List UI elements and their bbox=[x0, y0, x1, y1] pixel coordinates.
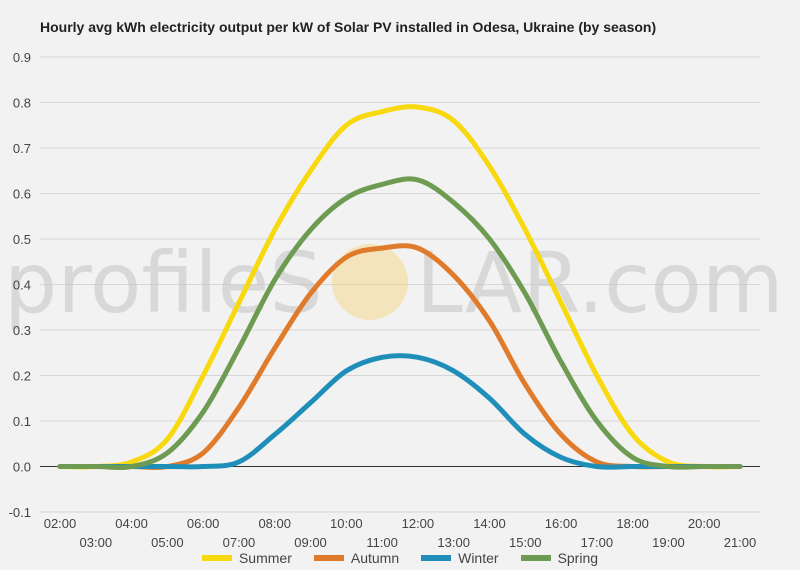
x-tick-label: 08:00 bbox=[258, 516, 291, 531]
series-line-summer bbox=[57, 104, 743, 470]
x-tick-label: 11:00 bbox=[366, 535, 398, 550]
grid-lines bbox=[40, 56, 760, 513]
y-tick-label: 0.4 bbox=[13, 278, 31, 293]
x-tick-label: 19:00 bbox=[652, 535, 685, 550]
x-tick-label: 02:00 bbox=[44, 516, 77, 531]
y-tick-label: 0.1 bbox=[13, 414, 31, 429]
legend-label: Winter bbox=[458, 550, 499, 566]
x-tick-label: 13:00 bbox=[437, 535, 470, 550]
y-tick-label: 0.8 bbox=[13, 96, 31, 111]
legend-label: Summer bbox=[238, 550, 292, 566]
x-tick-label: 03:00 bbox=[80, 535, 113, 550]
x-tick-label: 07:00 bbox=[223, 535, 256, 550]
x-tick-label: 05:00 bbox=[151, 535, 184, 550]
x-tick-label: 16:00 bbox=[545, 516, 578, 531]
x-tick-label: 14:00 bbox=[473, 516, 506, 531]
y-axis-tick-labels: -0.1 0.0 0.1 0.2 0.3 0.4 0.5 0.6 0.7 0.8 0.9 bbox=[9, 50, 31, 520]
legend-label: Autumn bbox=[350, 550, 400, 566]
x-tick-label: 10:00 bbox=[330, 516, 363, 531]
chart-title: Hourly avg kWh electricity output per kW… bbox=[40, 19, 657, 35]
series-line-spring bbox=[57, 176, 743, 471]
y-tick-label: 0.2 bbox=[13, 369, 31, 384]
legend-item-winter[interactable]: Winter bbox=[421, 550, 499, 566]
x-tick-label: 20:00 bbox=[688, 516, 721, 531]
y-tick-label: 0.9 bbox=[13, 50, 31, 65]
y-tick-label: -0.1 bbox=[9, 505, 31, 520]
y-tick-label: 0.5 bbox=[13, 232, 31, 247]
x-tick-label: 21:00 bbox=[724, 535, 757, 550]
x-tick-label: 17:00 bbox=[581, 535, 614, 550]
watermark-sun-icon bbox=[332, 244, 408, 320]
series-lines bbox=[57, 104, 743, 471]
legend-item-summer[interactable]: Summer bbox=[201, 550, 292, 566]
y-tick-label: 0.0 bbox=[13, 460, 31, 475]
watermark-suffix: LAR.com bbox=[416, 234, 784, 332]
watermark: profileS LAR.com bbox=[4, 234, 784, 332]
legend-swatch bbox=[313, 555, 344, 561]
x-tick-label: 15:00 bbox=[509, 535, 542, 550]
x-tick-label: 09:00 bbox=[294, 535, 327, 550]
y-tick-label: 0.7 bbox=[13, 141, 31, 156]
x-tick-label: 12:00 bbox=[402, 516, 435, 531]
watermark-prefix: profileS bbox=[4, 234, 323, 332]
legend-swatch bbox=[201, 555, 232, 561]
series-line-winter bbox=[57, 353, 743, 470]
legend-swatch bbox=[421, 555, 452, 561]
y-tick-label: 0.3 bbox=[13, 323, 31, 338]
legend: Summer Autumn Winter Spring bbox=[0, 549, 800, 567]
y-tick-label: 0.6 bbox=[13, 187, 31, 202]
legend-item-spring[interactable]: Spring bbox=[520, 550, 599, 566]
legend-swatch bbox=[520, 555, 551, 561]
legend-item-autumn[interactable]: Autumn bbox=[313, 550, 400, 566]
x-axis-tick-labels: 02:0003:0004:0005:0006:0007:0008:0009:00… bbox=[44, 516, 757, 550]
x-tick-label: 18:00 bbox=[616, 516, 649, 531]
legend-label: Spring bbox=[557, 550, 599, 566]
x-tick-label: 04:00 bbox=[115, 516, 148, 531]
x-tick-label: 06:00 bbox=[187, 516, 220, 531]
